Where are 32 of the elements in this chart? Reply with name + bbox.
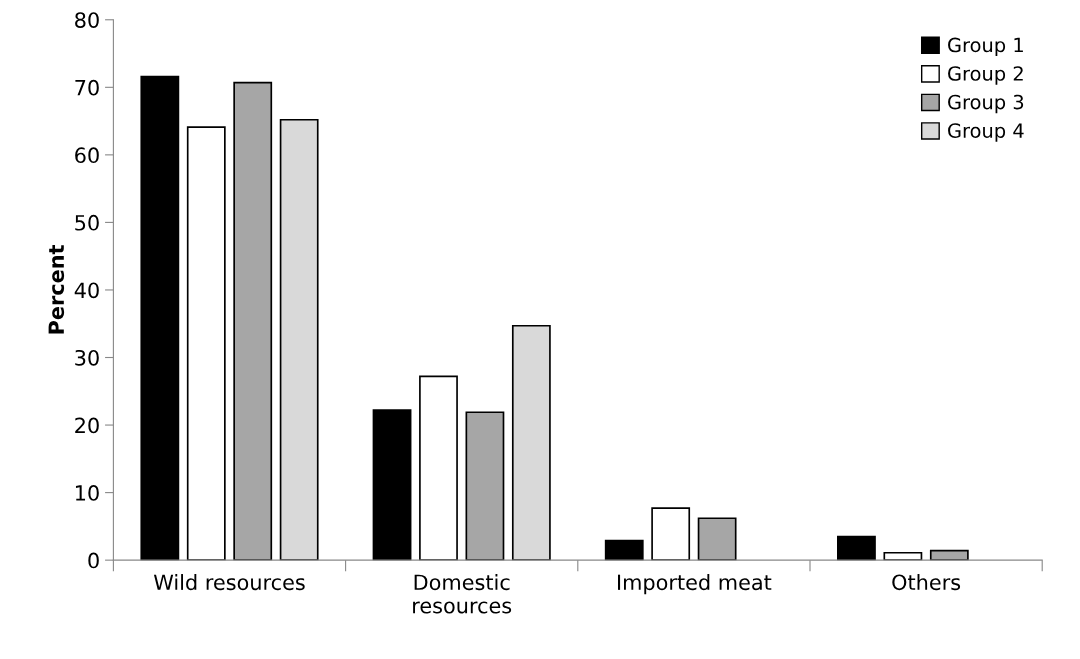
bar (419, 375, 458, 561)
bar (465, 411, 505, 561)
bar (511, 324, 551, 561)
x-tick-label: Wild resources (153, 574, 305, 591)
y-tick-label: 80 (75, 12, 99, 28)
bar (883, 551, 923, 561)
bar (186, 126, 226, 561)
legend-label: Group 3 (948, 94, 1024, 114)
bar (929, 549, 969, 561)
y-tick-label: 0 (88, 552, 99, 569)
bar (651, 507, 691, 561)
legend-label: Group 2 (948, 66, 1023, 85)
bar (279, 118, 319, 561)
bar (697, 517, 737, 561)
y-tick-label: 50 (75, 214, 99, 231)
y-tick-label: 20 (75, 417, 99, 434)
y-tick-label: 10 (75, 485, 99, 501)
bar (233, 81, 273, 561)
y-tick-label: 40 (74, 282, 99, 299)
y-tick-label: 70 (75, 79, 99, 96)
legend-label: Group 4 (948, 123, 1024, 142)
y-axis-title: Percent (48, 244, 65, 334)
x-tick-label: Others (892, 574, 961, 591)
y-tick-label: 60 (75, 147, 99, 164)
bar (604, 539, 644, 561)
bar (837, 535, 876, 561)
y-tick-label: 30 (75, 349, 99, 366)
bar (372, 409, 412, 561)
legend-label: Group 1 (948, 37, 1023, 57)
x-tick-label: Domestic resources (413, 574, 512, 614)
bar (140, 75, 180, 561)
x-tick-label: Imported meat (618, 574, 772, 595)
